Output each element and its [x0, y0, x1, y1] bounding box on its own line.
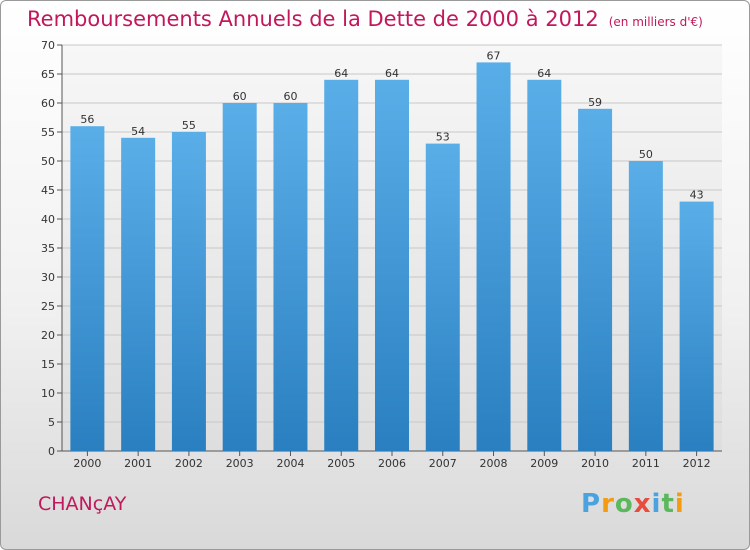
- x-tick-label-2009: 2009: [530, 457, 558, 470]
- y-tick-label: 25: [41, 300, 55, 313]
- bar-2002: [171, 132, 206, 451]
- x-tick-label-2006: 2006: [378, 457, 406, 470]
- x-tick-label-2010: 2010: [581, 457, 609, 470]
- y-tick-label: 35: [41, 242, 55, 255]
- data-label-2003: 60: [233, 90, 247, 103]
- y-tick-label: 55: [41, 126, 55, 139]
- bar-2009: [527, 79, 562, 452]
- logo-letter: i: [651, 489, 662, 519]
- proxiti-logo: Proxiti: [581, 489, 685, 519]
- x-tick-label-2007: 2007: [429, 457, 457, 470]
- data-label-2006: 64: [385, 67, 399, 80]
- data-label-2005: 64: [334, 67, 348, 80]
- x-tick-label-2001: 2001: [124, 457, 152, 470]
- x-tick-label-2004: 2004: [276, 457, 304, 470]
- y-tick-label: 30: [41, 271, 55, 284]
- logo-letter: r: [601, 489, 615, 519]
- bar-2006: [375, 79, 409, 452]
- data-label-2012: 43: [690, 189, 704, 202]
- bar-2007: [425, 143, 460, 451]
- y-tick-label: 0: [48, 445, 55, 458]
- data-label-2008: 67: [487, 49, 501, 62]
- y-tick-label: 60: [41, 97, 55, 110]
- y-tick-label: 20: [41, 329, 55, 342]
- bar-2003: [222, 103, 257, 451]
- x-tick-label-2005: 2005: [327, 457, 355, 470]
- place-name: CHANçAY: [38, 493, 127, 515]
- bar-2005: [324, 79, 359, 452]
- data-label-2004: 60: [283, 90, 297, 103]
- y-tick-label: 50: [41, 155, 55, 168]
- x-tick-label-2011: 2011: [632, 457, 660, 470]
- bar-2012: [679, 201, 714, 451]
- data-label-2010: 59: [588, 96, 602, 109]
- y-tick-label: 15: [41, 358, 55, 371]
- bar-2011: [628, 161, 663, 451]
- bar-2000: [70, 126, 105, 451]
- chart-title: Remboursements Annuels de la Dette de 20…: [27, 7, 703, 31]
- y-tick-label: 10: [41, 387, 55, 400]
- logo-letter: i: [674, 489, 685, 519]
- x-tick-label-2008: 2008: [480, 457, 508, 470]
- x-tick-label-2002: 2002: [175, 457, 203, 470]
- data-label-2000: 56: [80, 113, 94, 126]
- y-tick-label: 40: [41, 213, 55, 226]
- logo-letter: x: [633, 489, 652, 519]
- logo-letter: P: [581, 489, 602, 519]
- bar-2001: [121, 137, 156, 452]
- bar-2008: [476, 62, 511, 452]
- y-tick-label: 65: [41, 68, 55, 81]
- y-tick-label: 70: [41, 39, 55, 52]
- title-unit: (en milliers d'€): [608, 15, 703, 29]
- x-tick-label-2012: 2012: [683, 457, 711, 470]
- y-tick-label: 45: [41, 184, 55, 197]
- title-text: Remboursements Annuels de la Dette de 20…: [27, 7, 599, 31]
- data-label-2001: 54: [131, 125, 145, 138]
- data-label-2002: 55: [182, 119, 196, 132]
- data-label-2011: 50: [639, 148, 653, 161]
- bar-2010: [578, 108, 613, 452]
- x-tick-label-2000: 2000: [73, 457, 101, 470]
- y-tick-label: 5: [48, 416, 55, 429]
- bar-2004: [273, 103, 308, 451]
- x-tick-label-2003: 2003: [226, 457, 254, 470]
- data-label-2009: 64: [537, 67, 551, 80]
- data-label-2007: 53: [436, 131, 450, 144]
- logo-letter: t: [661, 489, 675, 519]
- logo-letter: o: [614, 489, 634, 519]
